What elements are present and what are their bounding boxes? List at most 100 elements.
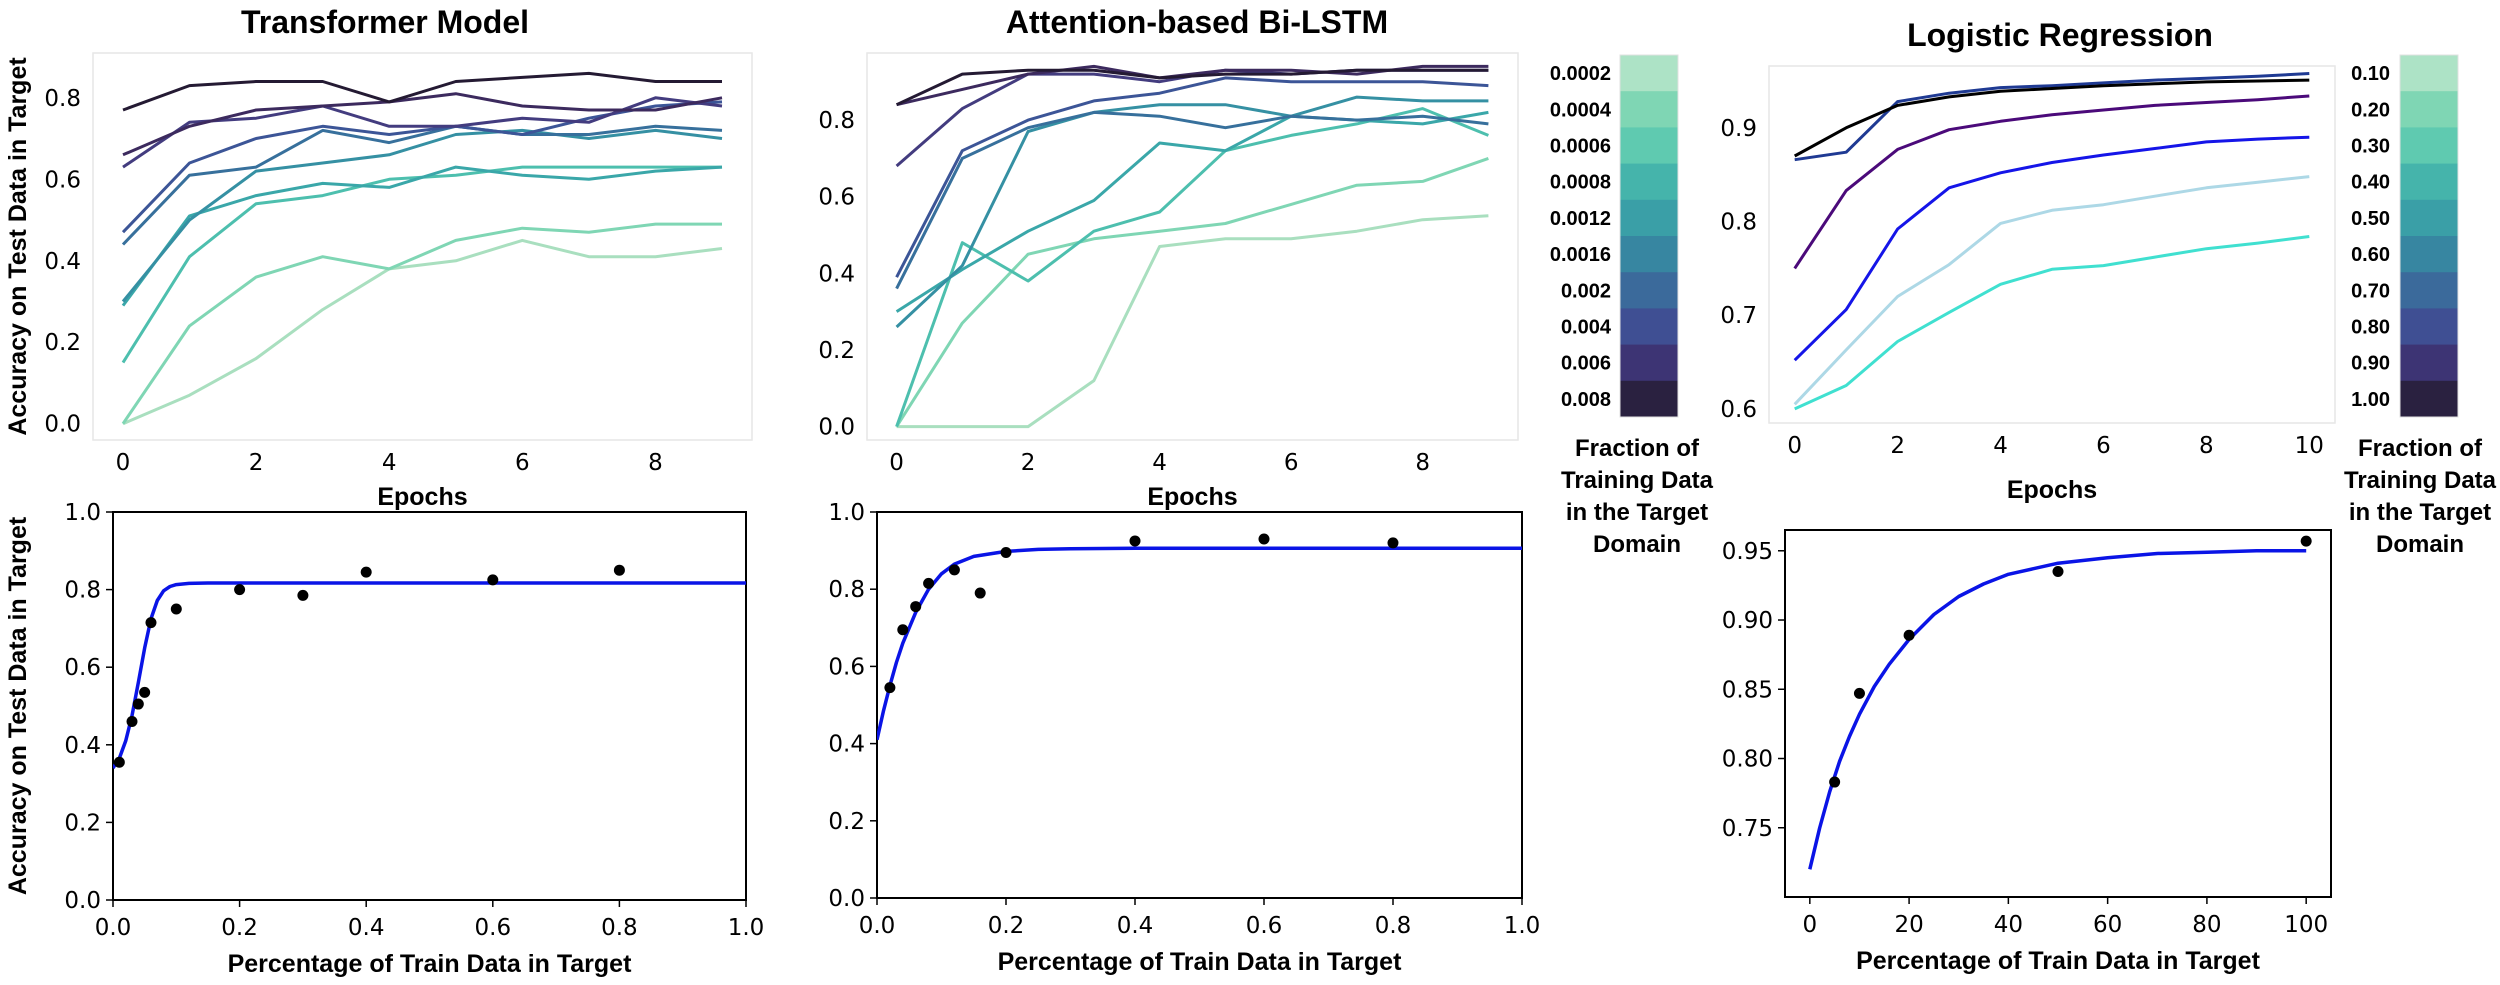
y-tick-label: 0.75 xyxy=(1722,816,1773,842)
y-tick-label: 0.4 xyxy=(64,733,101,759)
x-tick-label: 8 xyxy=(648,450,663,476)
y-tick-label: 0.0 xyxy=(44,412,81,438)
plot-area xyxy=(113,564,746,770)
colorbar-label: 0.50 xyxy=(2351,208,2390,230)
data-point xyxy=(910,601,922,613)
x-tick-label: 1.0 xyxy=(1504,913,1541,939)
x-tick-label: 8 xyxy=(2199,433,2214,459)
series-line-3 xyxy=(895,107,1489,428)
series-line-2 xyxy=(895,156,1489,428)
x-tick-label: 4 xyxy=(1993,433,2008,459)
colorbar-cb2: 0.10 0.20 0.30 0.40 0.50 0.60 0.70 0.80 0.90 1.00… xyxy=(2344,54,2497,558)
x-axis-label: Percentage of Train Data in Target xyxy=(228,950,632,978)
y-tick-label: 0.6 xyxy=(1720,397,1757,423)
data-point xyxy=(897,624,909,636)
data-point xyxy=(132,698,144,710)
plot-frame xyxy=(1784,529,2332,898)
y-tick-label: 0.6 xyxy=(818,185,855,211)
y-tick-label: 0.90 xyxy=(1722,608,1773,634)
data-point xyxy=(297,589,309,601)
plot-area xyxy=(895,64,1489,429)
colorbar-frame xyxy=(1619,54,1679,418)
colorbar-swatch xyxy=(2400,163,2458,201)
colorbar-label: 0.004 xyxy=(1561,317,1612,339)
colorbar-label: 0.002 xyxy=(1561,280,1611,302)
colorbar-title-line: Training Data xyxy=(2344,467,2497,494)
colorbar-title-line: Fraction of xyxy=(2358,435,2483,462)
x-tick-label: 0.0 xyxy=(95,915,132,941)
y-tick-label: 0.0 xyxy=(64,888,101,914)
y-tick-label: 0.7 xyxy=(1720,303,1757,329)
data-point xyxy=(145,617,157,629)
data-point xyxy=(487,574,499,586)
x-tick-label: 0.0 xyxy=(859,913,896,939)
colorbar-title-line: Domain xyxy=(1593,531,1681,558)
colorbar-cb1: 0.0002 0.0004 0.0006 0.0008 0.0012 0.0016 0.00… xyxy=(1550,54,1714,558)
x-tick-label: 6 xyxy=(1284,450,1299,476)
data-point xyxy=(948,564,960,576)
x-tick-label: 0.6 xyxy=(475,915,512,941)
colorbar-title-line: in the Target xyxy=(1566,499,1708,526)
y-tick-label: 0.4 xyxy=(44,249,81,275)
series-line-7 xyxy=(895,76,1489,278)
plot-area xyxy=(1808,535,2312,870)
y-tick-label: 0.2 xyxy=(818,338,855,364)
y-tick-label: 0.0 xyxy=(818,415,855,441)
plot-p5: 0.0 0.2 0.4 0.6 0.8 1.0 0.0 0.2 0.4 0.6 0.8 1.0 Perc… xyxy=(828,500,1540,976)
y-tick-label: 0.6 xyxy=(64,655,101,681)
y-tick-label: 0.2 xyxy=(64,810,101,836)
plot-frame xyxy=(1768,65,2336,424)
y-tick-label: 0.0 xyxy=(828,886,865,912)
y-tick-label: 0.8 xyxy=(828,577,865,603)
y-tick-label: 0.8 xyxy=(64,578,101,604)
series-line-1 xyxy=(1794,235,2310,411)
plot-frame xyxy=(92,52,753,441)
x-tick-label: 0.8 xyxy=(1375,913,1412,939)
colorbar-label: 0.0004 xyxy=(1550,99,1612,121)
data-point xyxy=(884,682,896,694)
x-tick-label: 80 xyxy=(2192,912,2221,938)
colorbar-swatch xyxy=(1620,199,1678,237)
data-point xyxy=(1129,535,1141,547)
x-tick-label: 60 xyxy=(2093,912,2122,938)
colorbar-label: 0.20 xyxy=(2351,99,2390,121)
data-point xyxy=(1258,533,1270,545)
colorbar-label: 0.0006 xyxy=(1550,136,1611,158)
chart-title: Attention-based Bi-LSTM xyxy=(1006,4,1388,40)
colorbar-label: 0.006 xyxy=(1561,353,1611,375)
y-tick-label: 0.8 xyxy=(1720,210,1757,236)
x-tick-label: 0.4 xyxy=(348,915,385,941)
colorbar-frame xyxy=(2399,54,2459,418)
x-axis-label: Epochs xyxy=(377,483,467,511)
series-line-4 xyxy=(1793,94,2310,270)
colorbar-label: 0.40 xyxy=(2351,172,2390,194)
y-tick-label: 1.0 xyxy=(64,500,101,526)
x-tick-label: 100 xyxy=(2284,912,2328,938)
x-axis-label: Epochs xyxy=(1147,483,1237,511)
data-point xyxy=(1000,547,1012,559)
x-tick-label: 0 xyxy=(1787,433,1802,459)
x-tick-label: 0.8 xyxy=(601,915,638,941)
series-line-6 xyxy=(895,110,1489,290)
x-axis-label: Epochs xyxy=(2007,476,2097,504)
plot-frame xyxy=(876,511,1523,899)
series-line-1 xyxy=(896,214,1489,429)
plot-area xyxy=(121,71,723,426)
y-tick-label: 0.8 xyxy=(44,86,81,112)
x-tick-label: 6 xyxy=(515,450,530,476)
series-line-4 xyxy=(121,165,723,307)
series-line-1 xyxy=(122,238,723,426)
chart-title: Transformer Model xyxy=(241,4,529,40)
series-line-2 xyxy=(121,222,722,425)
colorbar-label: 0.60 xyxy=(2351,244,2390,266)
y-tick-label: 0.4 xyxy=(818,261,855,287)
y-tick-label: 0.6 xyxy=(44,167,81,193)
x-tick-label: 20 xyxy=(1894,912,1923,938)
colorbar-swatch xyxy=(1620,236,1678,273)
colorbar-swatch xyxy=(2400,55,2458,92)
x-tick-label: 0 xyxy=(889,450,904,476)
colorbar-title-line: Fraction of xyxy=(1575,435,1700,462)
series-line-3 xyxy=(1793,135,2310,362)
x-tick-label: 2 xyxy=(1890,433,1905,459)
